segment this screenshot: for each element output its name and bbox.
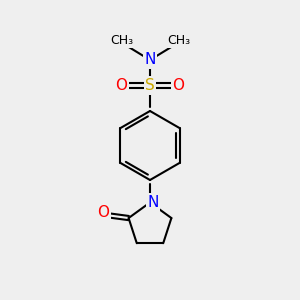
Text: CH₃: CH₃ [110, 34, 133, 47]
Text: S: S [145, 78, 155, 93]
Text: N: N [147, 195, 159, 210]
Text: O: O [172, 78, 184, 93]
Text: CH₃: CH₃ [167, 34, 190, 47]
Text: O: O [97, 205, 109, 220]
Text: O: O [116, 78, 128, 93]
Text: N: N [144, 52, 156, 68]
